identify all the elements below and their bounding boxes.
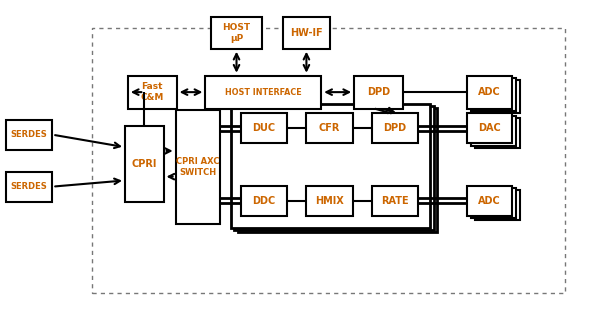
Bar xyxy=(241,186,287,216)
Bar xyxy=(467,76,512,109)
Text: DUC: DUC xyxy=(253,123,275,133)
Text: HOST
μP: HOST μP xyxy=(223,23,250,43)
Bar xyxy=(467,186,512,216)
Text: ADC: ADC xyxy=(478,196,501,206)
Text: ADC: ADC xyxy=(478,87,501,97)
Bar xyxy=(128,76,177,109)
Bar xyxy=(471,188,516,218)
Bar xyxy=(234,106,434,230)
Text: DPD: DPD xyxy=(367,87,390,97)
Text: CFR: CFR xyxy=(319,123,340,133)
Text: SERDES: SERDES xyxy=(11,182,48,191)
Bar xyxy=(467,113,512,143)
Text: CPRI: CPRI xyxy=(131,159,157,169)
Text: RATE: RATE xyxy=(381,196,409,206)
Text: DAC: DAC xyxy=(478,123,501,133)
Bar xyxy=(306,186,353,216)
Text: HW-IF: HW-IF xyxy=(290,28,322,38)
Bar xyxy=(231,104,430,228)
Bar xyxy=(471,116,516,146)
Bar xyxy=(354,76,403,109)
Text: SERDES: SERDES xyxy=(11,130,48,139)
Bar xyxy=(176,110,220,224)
Bar xyxy=(241,113,287,143)
Bar xyxy=(6,172,52,202)
Text: DPD: DPD xyxy=(384,123,406,133)
Text: CPRI AXC
SWITCH: CPRI AXC SWITCH xyxy=(176,157,220,177)
Bar xyxy=(205,76,321,109)
Bar xyxy=(283,17,330,49)
Bar xyxy=(475,80,520,113)
Text: HMIX: HMIX xyxy=(315,196,344,206)
Bar xyxy=(306,113,353,143)
Bar xyxy=(125,126,164,202)
Bar xyxy=(372,186,418,216)
Text: Fast
C&M: Fast C&M xyxy=(140,83,164,102)
Bar xyxy=(238,108,437,232)
Text: HOST INTERFACE: HOST INTERFACE xyxy=(225,88,302,97)
Text: DDC: DDC xyxy=(252,196,276,206)
Bar xyxy=(372,113,418,143)
Bar xyxy=(471,78,516,111)
Bar xyxy=(92,28,565,293)
Bar xyxy=(475,118,520,148)
Bar xyxy=(6,120,52,150)
Bar xyxy=(475,190,520,220)
Bar xyxy=(211,17,262,49)
